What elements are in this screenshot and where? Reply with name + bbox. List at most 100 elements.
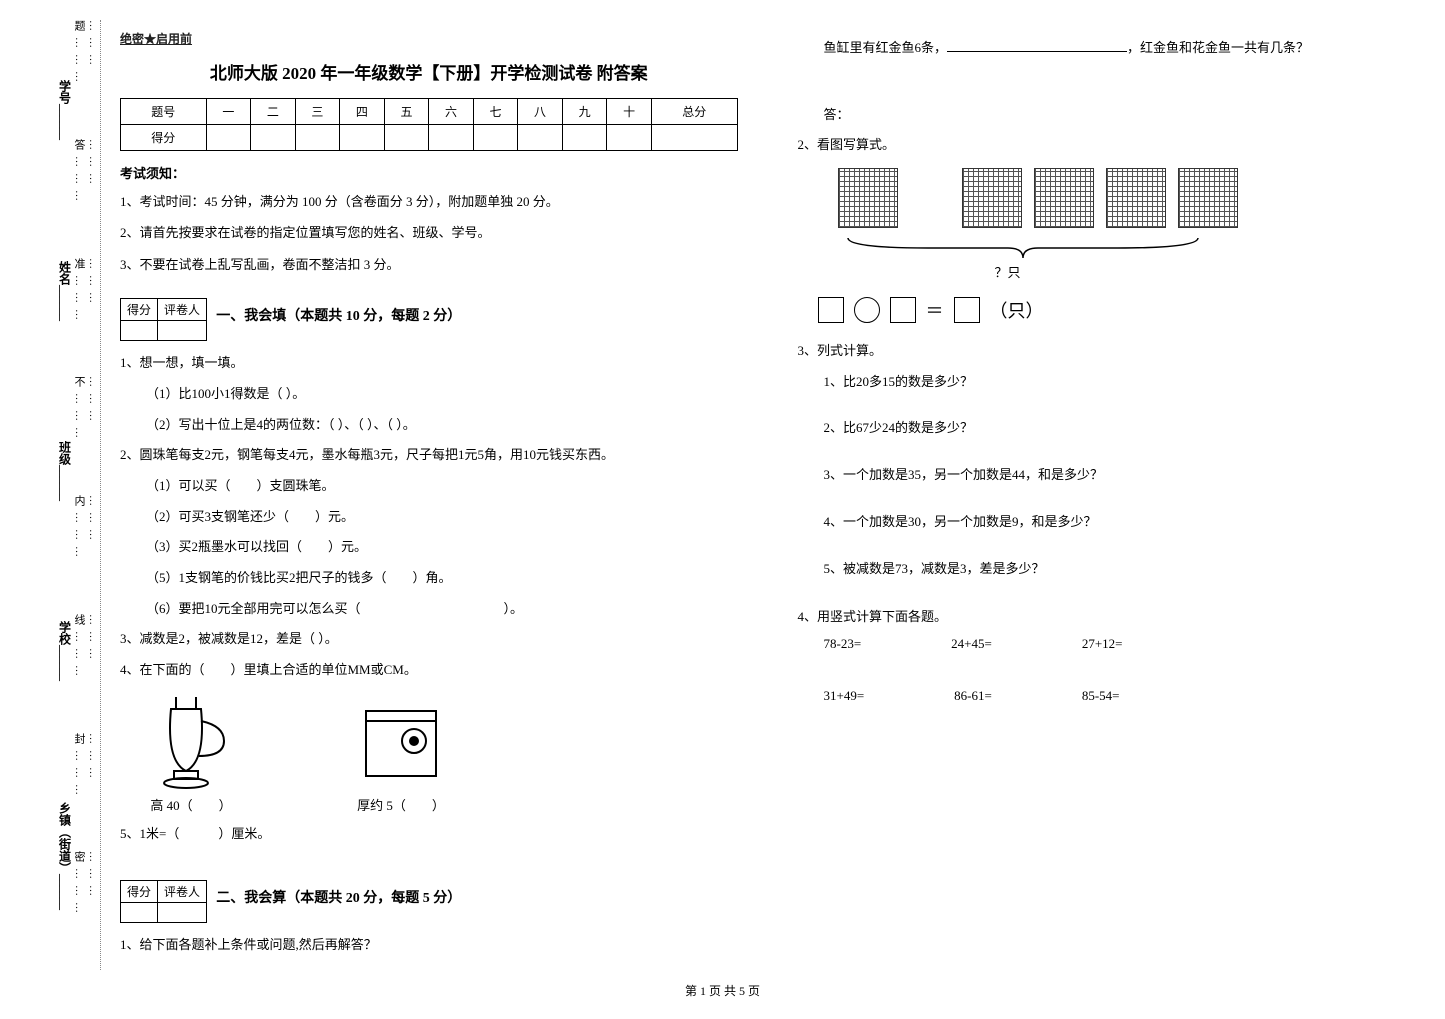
equation-row: ＝ （只）: [818, 297, 1416, 323]
calc-item: 86-61=: [954, 688, 992, 704]
score-cell[interactable]: [518, 125, 563, 151]
part2-title: 二、我会算（本题共 20 分，每题 5 分）: [216, 887, 461, 907]
eq-box[interactable]: [954, 297, 980, 323]
seal-line: ………密………: [71, 851, 99, 970]
blank-line[interactable]: [947, 38, 1127, 52]
q4a-label: 高 40（ ）: [146, 795, 236, 814]
p2q1-line: 鱼缸里有红金鱼6条， ，红金鱼和花金鱼一共有几条？: [798, 36, 1416, 61]
score-cell[interactable]: [562, 125, 607, 151]
score-cell[interactable]: [651, 125, 737, 151]
score-row-label: 得分: [121, 125, 207, 151]
q1-stem: 1、想一想，填一填。: [120, 351, 738, 376]
score-cell[interactable]: [384, 125, 429, 151]
p2q3-item: 2、比67少24的数是多少？: [798, 416, 1416, 441]
score-cell[interactable]: [206, 125, 251, 151]
score-header: 十: [607, 99, 652, 125]
notice-item: 3、不要在试卷上乱写乱画，卷面不整洁扣 3 分。: [120, 253, 738, 276]
marker-cell: 得分: [121, 299, 158, 321]
marker-blank[interactable]: [121, 903, 158, 923]
marker-cell: 得分: [121, 881, 158, 903]
calc-item: 27+12=: [1082, 636, 1123, 652]
part1-title: 一、我会填（本题共 10 分，每题 2 分）: [216, 305, 461, 325]
score-table: 题号 一 二 三 四 五 六 七 八 九 十 总分 得分: [120, 98, 738, 151]
eq-box[interactable]: [890, 297, 916, 323]
q2-item: （3）买2瓶墨水可以找回（ ）元。: [120, 535, 738, 560]
right-column: 鱼缸里有红金鱼6条，，红金鱼和花金鱼一共有几条？ 答： 2、看图写算式。 ？只 …: [798, 30, 1416, 964]
seal-line: ………线………: [71, 614, 99, 733]
marker-box: 得分 评卷人: [120, 880, 207, 923]
equals-sign: ＝: [926, 297, 944, 323]
notice-title: 考试须知：: [120, 163, 738, 182]
notice-item: 1、考试时间：45 分钟，满分为 100 分（含卷面分 3 分），附加题单独 2…: [120, 190, 738, 213]
score-header: 题号: [121, 99, 207, 125]
q4: 4、在下面的（ ）里填上合适的单位MM或CM。: [120, 658, 738, 683]
score-cell[interactable]: [295, 125, 340, 151]
seal-line: ………封………: [71, 733, 99, 852]
marker-box: 得分 评卷人: [120, 298, 207, 341]
q2-stem: 2、圆珠笔每支2元，钢笔每支4元，墨水每瓶3元，尺子每把1元5角，用10元钱买东…: [120, 443, 738, 468]
p2q3-stem: 3、列式计算。: [798, 339, 1416, 364]
eq-op[interactable]: [854, 297, 880, 323]
exam-title: 北师大版 2020 年一年级数学【下册】开学检测试卷 附答案: [120, 59, 738, 84]
score-cell[interactable]: [473, 125, 518, 151]
seal-line: ………答………: [71, 139, 99, 258]
marker-blank[interactable]: [121, 321, 158, 341]
q1-item: （2）写出十位上是4的两位数：（ ）、（ ）、（ ）。: [120, 413, 738, 438]
q2-item: （1）可以买（ ）支圆珠笔。: [120, 474, 738, 499]
block-icon: [1106, 168, 1166, 228]
disc-figure: 厚约 5（ ）: [356, 691, 446, 814]
p2q3-item: 5、被减数是73，减数是3，差是多少？: [798, 557, 1416, 582]
marker-blank[interactable]: [158, 321, 207, 341]
score-cell[interactable]: [429, 125, 474, 151]
calc-item: 31+49=: [824, 688, 865, 704]
block-icon: [1178, 168, 1238, 228]
marker-blank[interactable]: [158, 903, 207, 923]
block-icon: [838, 168, 898, 228]
score-header: 六: [429, 99, 474, 125]
score-header: 四: [340, 99, 385, 125]
answer-label: 答：: [798, 103, 1416, 128]
cup-figure: 高 40（ ）: [146, 691, 236, 814]
p2q4-stem: 4、用竖式计算下面各题。: [798, 605, 1416, 630]
q1-item: （1）比100小1得数是（ ）。: [120, 382, 738, 407]
seal-line: ………准………: [71, 258, 99, 377]
q2-item: （5）1支钢笔的价钱比买2把尺子的钱多（ ）角。: [120, 566, 738, 591]
brace-label: ？只: [838, 262, 1178, 281]
q2-item: （6）要把10元全部用完可以怎么买（ ）。: [120, 597, 738, 622]
score-header: 八: [518, 99, 563, 125]
calc-item: 85-54=: [1082, 688, 1120, 704]
score-header: 三: [295, 99, 340, 125]
score-cell[interactable]: [251, 125, 296, 151]
p2q1: 1、给下面各题补上条件或问题,然后再解答？: [120, 933, 738, 958]
seal-line: ………内………: [71, 495, 99, 614]
score-cell[interactable]: [607, 125, 652, 151]
eq-tail: （只）: [990, 297, 1044, 323]
q5: 5、1米=（ ）厘米。: [120, 822, 738, 847]
secret-label: 绝密★启用前: [120, 30, 738, 47]
score-header: 二: [251, 99, 296, 125]
calc-item: 24+45=: [951, 636, 992, 652]
p2q3-item: 4、一个加数是30，另一个加数是9，和是多少？: [798, 510, 1416, 535]
score-header: 九: [562, 99, 607, 125]
q2-item: （2）可买3支钢笔还少（ ）元。: [120, 505, 738, 530]
left-column: 绝密★启用前 北师大版 2020 年一年级数学【下册】开学检测试卷 附答案 题号…: [120, 30, 738, 964]
seal-line: ………不………: [71, 376, 99, 495]
p2q2: 2、看图写算式。: [798, 133, 1416, 158]
brace-icon: ？只: [838, 234, 1178, 281]
figure-blocks: [838, 168, 1416, 228]
score-header: 一: [206, 99, 251, 125]
eq-box[interactable]: [818, 297, 844, 323]
score-cell[interactable]: [340, 125, 385, 151]
seal-line: ………题………: [71, 20, 99, 139]
p2q3-item: 1、比20多15的数是多少？: [798, 370, 1416, 395]
q4b-label: 厚约 5（ ）: [356, 795, 446, 814]
p2q1-prefix: 鱼缸里有红金鱼6条，: [824, 40, 948, 55]
score-header: 七: [473, 99, 518, 125]
q3: 3、减数是2，被减数是12，差是（ ）。: [120, 627, 738, 652]
dotted-seal-line: [100, 20, 101, 970]
p2q1-tail: ，红金鱼和花金鱼一共有几条？: [1127, 40, 1309, 55]
block-icon: [962, 168, 1022, 228]
notice-item: 2、请首先按要求在试卷的指定位置填写您的姓名、班级、学号。: [120, 221, 738, 244]
score-header: 五: [384, 99, 429, 125]
marker-cell: 评卷人: [158, 299, 207, 321]
